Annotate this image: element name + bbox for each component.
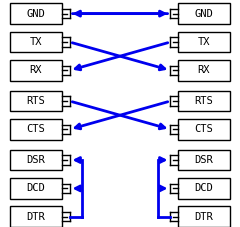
Text: RX: RX (30, 65, 42, 75)
Bar (10, 119, 62, 140)
Bar (10, 60, 62, 81)
Bar (178, 91, 230, 111)
Bar (178, 119, 230, 140)
Bar (10, 3, 62, 24)
Bar (178, 178, 230, 199)
Bar (178, 32, 230, 52)
Bar (10, 91, 62, 111)
Bar (10, 32, 62, 52)
Text: DSR: DSR (27, 155, 45, 165)
Text: TX: TX (198, 37, 210, 47)
Bar (178, 3, 230, 24)
Text: TX: TX (30, 37, 42, 47)
Bar (10, 150, 62, 170)
Bar (10, 206, 62, 227)
Text: DCD: DCD (195, 183, 213, 193)
Text: GND: GND (27, 9, 45, 19)
Bar (10, 178, 62, 199)
Text: DCD: DCD (27, 183, 45, 193)
Text: GND: GND (195, 9, 213, 19)
Bar (178, 60, 230, 81)
Text: DTR: DTR (27, 212, 45, 222)
Text: RTS: RTS (195, 96, 213, 106)
Text: DSR: DSR (195, 155, 213, 165)
Text: DTR: DTR (195, 212, 213, 222)
Bar (178, 150, 230, 170)
Text: RX: RX (198, 65, 210, 75)
Text: RTS: RTS (27, 96, 45, 106)
Bar (178, 206, 230, 227)
Text: CTS: CTS (195, 124, 213, 134)
Text: CTS: CTS (27, 124, 45, 134)
